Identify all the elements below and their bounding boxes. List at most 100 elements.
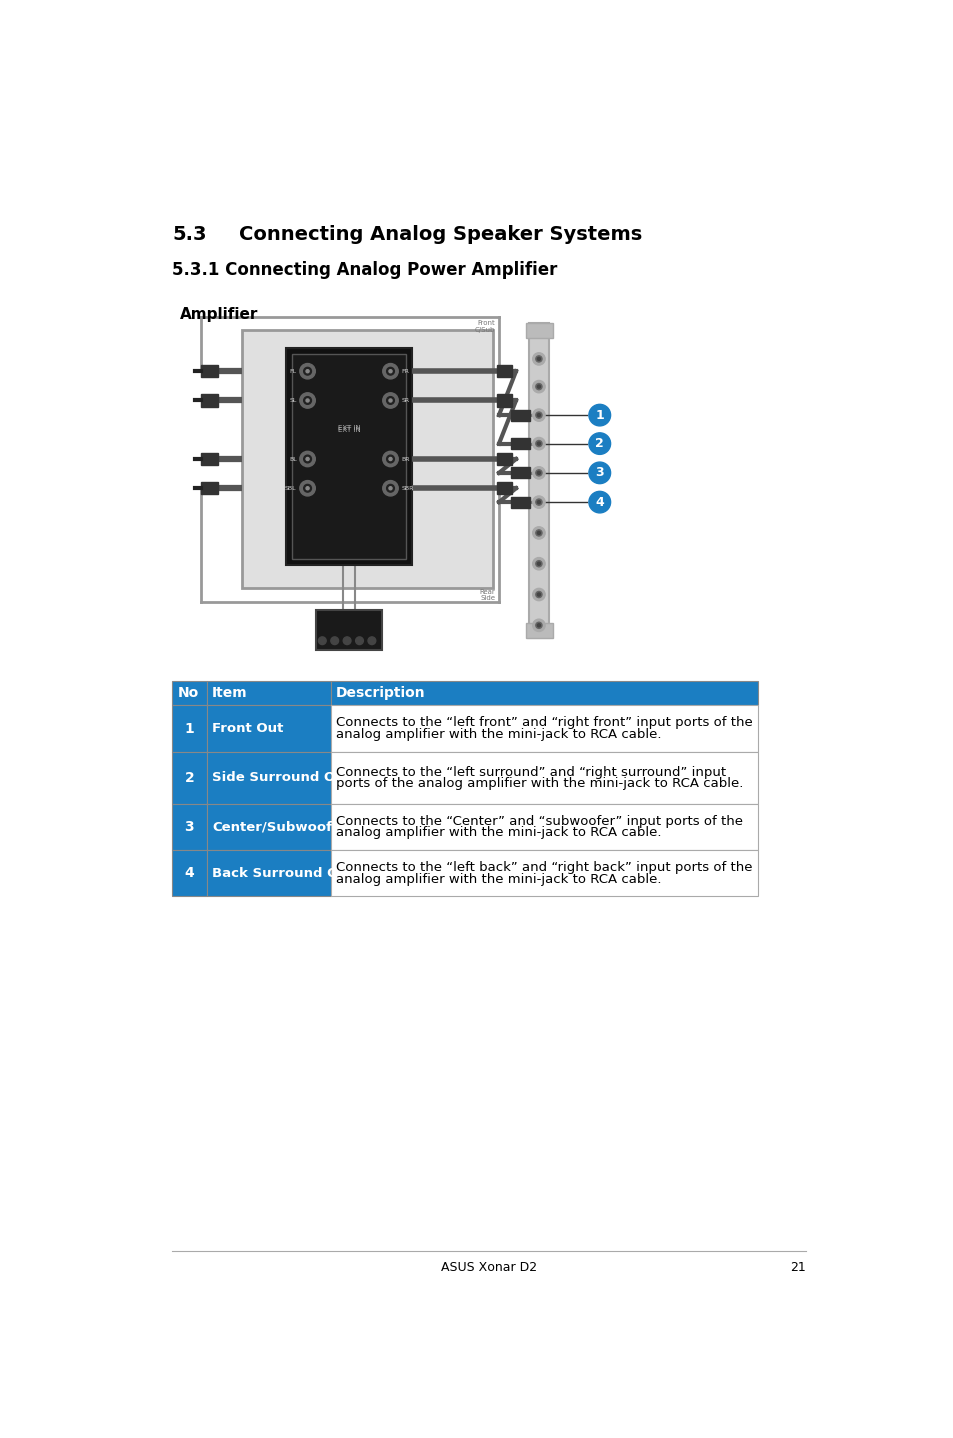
- Circle shape: [537, 624, 540, 627]
- Circle shape: [536, 499, 541, 505]
- Text: 5.3.1 Connecting Analog Power Amplifier: 5.3.1 Connecting Analog Power Amplifier: [172, 262, 557, 279]
- Circle shape: [532, 408, 544, 421]
- Text: Center/Subwoofer: Center/Subwoofer: [212, 821, 348, 834]
- Text: 4: 4: [595, 496, 603, 509]
- Circle shape: [536, 440, 541, 447]
- Circle shape: [303, 456, 311, 463]
- Text: 3: 3: [595, 466, 603, 479]
- Circle shape: [389, 457, 392, 460]
- Text: Rear: Rear: [478, 588, 495, 594]
- Bar: [510, 439, 530, 449]
- Circle shape: [536, 623, 541, 628]
- Text: analog amplifier with the mini-jack to RCA cable.: analog amplifier with the mini-jack to R…: [335, 827, 661, 840]
- Circle shape: [303, 367, 311, 375]
- Text: 3: 3: [184, 820, 194, 834]
- Text: Side: Side: [479, 595, 495, 601]
- Bar: [172, 804, 207, 850]
- Bar: [201, 453, 218, 464]
- Circle shape: [382, 452, 397, 467]
- Text: EXT IN: EXT IN: [337, 426, 360, 431]
- Circle shape: [306, 486, 309, 490]
- Circle shape: [389, 370, 392, 372]
- Bar: [525, 623, 553, 638]
- Text: C/Sub: C/Sub: [475, 328, 495, 334]
- Circle shape: [355, 637, 363, 644]
- Circle shape: [532, 620, 544, 631]
- Text: 1: 1: [184, 722, 194, 735]
- Bar: [292, 354, 406, 559]
- Circle shape: [532, 381, 544, 393]
- Text: analog amplifier with the mini-jack to RCA cable.: analog amplifier with the mini-jack to R…: [335, 728, 661, 741]
- Text: EXT IN: EXT IN: [337, 427, 360, 433]
- Bar: [497, 482, 512, 495]
- Circle shape: [306, 398, 309, 403]
- Bar: [286, 348, 412, 565]
- Circle shape: [532, 496, 544, 508]
- Circle shape: [537, 441, 540, 446]
- Text: Connects to the “left surround” and “right surround” input: Connects to the “left surround” and “rig…: [335, 765, 725, 778]
- Circle shape: [389, 398, 392, 403]
- Circle shape: [537, 358, 540, 361]
- Circle shape: [537, 532, 540, 535]
- Bar: [497, 394, 512, 407]
- Circle shape: [536, 355, 541, 362]
- Circle shape: [299, 452, 315, 467]
- Bar: [241, 331, 493, 588]
- Bar: [497, 365, 512, 377]
- Text: Front Out: Front Out: [212, 722, 283, 735]
- Circle shape: [306, 370, 309, 372]
- Text: Connects to the “left front” and “right front” input ports of the: Connects to the “left front” and “right …: [335, 716, 752, 729]
- Circle shape: [537, 592, 540, 597]
- Text: analog amplifier with the mini-jack to RCA cable.: analog amplifier with the mini-jack to R…: [335, 873, 661, 886]
- Text: No: No: [177, 686, 198, 700]
- Bar: [525, 322, 553, 338]
- Circle shape: [588, 462, 610, 483]
- Text: SR: SR: [401, 398, 409, 403]
- Circle shape: [368, 637, 375, 644]
- Circle shape: [536, 470, 541, 476]
- Circle shape: [536, 384, 541, 390]
- Bar: [201, 394, 218, 407]
- Circle shape: [303, 485, 311, 492]
- Circle shape: [382, 364, 397, 380]
- Circle shape: [532, 437, 544, 450]
- Text: Item: Item: [212, 686, 248, 700]
- Text: 5.3: 5.3: [172, 224, 206, 244]
- Text: ports of the analog amplifier with the mini-jack to RCA cable.: ports of the analog amplifier with the m…: [335, 777, 742, 789]
- Text: Back Surround Out: Back Surround Out: [212, 867, 354, 880]
- Bar: [331, 706, 757, 752]
- Circle shape: [588, 492, 610, 513]
- Circle shape: [536, 561, 541, 567]
- Circle shape: [386, 456, 394, 463]
- Text: Connecting Analog Speaker Systems: Connecting Analog Speaker Systems: [239, 224, 642, 244]
- Circle shape: [537, 562, 540, 565]
- Bar: [207, 804, 331, 850]
- Bar: [172, 850, 207, 896]
- Text: FL: FL: [290, 368, 296, 374]
- Text: Amplifier: Amplifier: [179, 308, 258, 322]
- Bar: [207, 752, 331, 804]
- Circle shape: [382, 393, 397, 408]
- Text: 21: 21: [789, 1261, 805, 1274]
- Circle shape: [299, 364, 315, 380]
- Bar: [315, 610, 381, 650]
- Circle shape: [537, 414, 540, 417]
- Circle shape: [299, 480, 315, 496]
- Circle shape: [303, 397, 311, 404]
- Text: 4: 4: [184, 866, 194, 880]
- Bar: [331, 752, 757, 804]
- Circle shape: [331, 637, 338, 644]
- Circle shape: [536, 591, 541, 598]
- Bar: [510, 467, 530, 479]
- Circle shape: [389, 486, 392, 490]
- Text: Description: Description: [335, 686, 425, 700]
- Bar: [510, 496, 530, 508]
- Circle shape: [318, 637, 326, 644]
- Bar: [201, 482, 218, 495]
- Bar: [207, 850, 331, 896]
- Text: SL: SL: [289, 398, 296, 403]
- Circle shape: [386, 397, 394, 404]
- Text: Connects to the “Center” and “subwoofer” input ports of the: Connects to the “Center” and “subwoofer”…: [335, 815, 742, 828]
- Text: 2: 2: [184, 771, 194, 785]
- Bar: [497, 453, 512, 464]
